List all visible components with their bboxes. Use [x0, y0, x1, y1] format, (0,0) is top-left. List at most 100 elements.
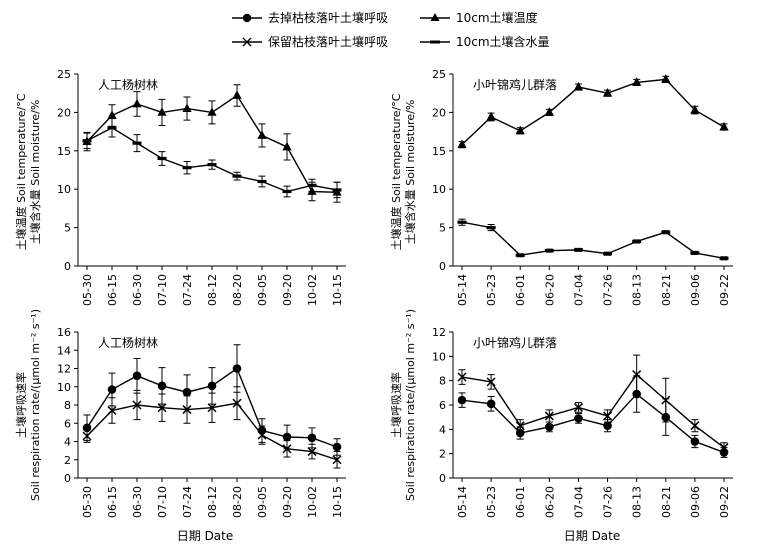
data-point-circle [332, 442, 342, 452]
legend-item-soil-moisture: 10cm土壤含水量 [420, 34, 550, 49]
y-tick-label: 5 [64, 222, 71, 235]
y-axis-label-top-right-1: 土壤温度 Soil temperature/°C [389, 93, 403, 250]
data-point-dash [82, 139, 92, 143]
data-point-dash [544, 249, 554, 253]
x-tick-label: 07-04 [572, 486, 585, 518]
data-point-cross [486, 377, 496, 387]
y-tick-label: 15 [432, 145, 446, 158]
data-point-dash [207, 163, 217, 167]
data-point-dash [282, 189, 292, 194]
legend-item-kept-litter: 保留枯枝落叶土壤呼吸 [232, 34, 388, 49]
data-point-dash [690, 251, 700, 255]
series-circle [457, 375, 729, 458]
data-point-cross [544, 411, 554, 421]
y-axis-label-bottom-right-2: Soil respiration rate/(μmol m⁻² s⁻¹) [404, 309, 417, 501]
chart-panel-caragana-temperature-moisture: 0 5 10 15 20 25 05-14 05-23 06-01 06-20 07-04 07-26… [432, 68, 733, 306]
legend-label: 10cm土壤含水量 [456, 34, 550, 49]
x-tick-label: 09-20 [281, 274, 294, 306]
y-tick-label: 25 [432, 68, 446, 81]
y-tick-label: 0 [64, 260, 71, 273]
data-point-dash [332, 188, 342, 192]
data-point-cross [307, 447, 317, 457]
data-point-triangle [719, 121, 729, 131]
y-tick-label: 8 [439, 375, 446, 388]
data-point-circle [690, 437, 700, 446]
y-axis-label-top-right-2: 土壤含水量 Soil moisture/% [403, 100, 417, 245]
y-tick-label: 10 [432, 350, 446, 363]
y-tick-label: 6 [439, 399, 446, 412]
data-point-triangle [282, 141, 292, 151]
y-tick-label: 20 [432, 106, 446, 119]
x-tick-label: 08-21 [660, 486, 673, 518]
y-tick-label: 10 [432, 183, 446, 196]
x-tick-label: 06-01 [514, 274, 527, 306]
panel-title: 小叶锦鸡儿群落 [473, 335, 557, 350]
x-tick-label: 07-10 [156, 486, 169, 518]
series-line [461, 373, 725, 449]
circle-marker-icon [242, 13, 252, 23]
data-point-cross [457, 372, 467, 382]
x-tick-label: 05-30 [81, 274, 94, 306]
data-point-triangle [602, 88, 613, 97]
legend-item-removed-litter: 去掉枯枝落叶土壤呼吸 [232, 10, 388, 25]
x-tick-label: 05-23 [485, 274, 498, 306]
data-point-dash [573, 248, 583, 252]
data-point-circle [457, 395, 467, 405]
x-tick-label: 10-02 [306, 274, 319, 306]
data-point-dash [632, 239, 642, 244]
data-point-circle [232, 364, 242, 373]
data-point-circle [486, 399, 496, 409]
x-tick-label: 09-05 [256, 274, 269, 306]
x-tick-label: 05-23 [485, 486, 498, 518]
y-tick-label: 2 [64, 454, 71, 467]
x-tick-label: 06-20 [543, 486, 556, 518]
x-tick-label: 10-15 [331, 486, 344, 518]
x-tick-label: 09-06 [689, 486, 702, 518]
data-point-dash [486, 226, 496, 230]
data-point-dash [603, 252, 613, 256]
data-point-triangle [107, 110, 117, 119]
data-point-triangle [182, 103, 192, 112]
x-tick-label: 09-06 [689, 274, 702, 306]
data-point-dash [182, 166, 192, 170]
data-point-cross [719, 443, 729, 453]
series-line [461, 78, 725, 146]
y-tick-label: 14 [57, 344, 71, 357]
y-axis-label-bottom-left-1: 土壤呼吸速率 [14, 372, 28, 438]
y-tick-label: 15 [57, 145, 71, 158]
x-tick-label: 08-20 [231, 274, 244, 306]
y-tick-label: 16 [57, 326, 71, 339]
x-tick-label: 06-15 [106, 486, 119, 518]
data-point-cross [515, 421, 525, 431]
series-triangle [82, 84, 342, 203]
panel-title: 人工杨树林 [98, 77, 158, 92]
data-point-dash [661, 230, 671, 234]
y-tick-label: 2 [439, 448, 446, 461]
y-axis-label-bottom-right-1: 土壤呼吸速率 [389, 372, 403, 438]
legend-label: 10cm土壤温度 [456, 10, 538, 25]
data-point-circle [207, 381, 217, 391]
y-tick-label: 12 [432, 326, 446, 339]
data-point-triangle [632, 77, 642, 86]
cross-marker-icon [242, 37, 252, 47]
x-axis-label-right: 日期 Date [564, 529, 621, 543]
legend-label: 去掉枯枝落叶土壤呼吸 [268, 10, 388, 25]
x-tick-label: 06-30 [131, 486, 144, 518]
y-tick-label: 10 [57, 183, 71, 196]
y-tick-label: 4 [64, 436, 71, 449]
data-point-cross [157, 403, 167, 413]
x-tick-label: 07-10 [156, 274, 169, 306]
y-tick-label: 12 [57, 363, 71, 376]
x-tick-label: 09-05 [256, 486, 269, 518]
x-tick-label: 06-20 [543, 274, 556, 306]
data-point-triangle [544, 107, 554, 116]
triangle-marker-icon [430, 13, 440, 21]
data-point-cross [690, 421, 700, 431]
x-tick-label: 09-22 [718, 274, 731, 306]
y-tick-label: 20 [57, 106, 71, 119]
series-dash [457, 218, 729, 261]
data-point-dash [457, 220, 467, 224]
dash-marker-icon [430, 40, 440, 44]
x-tick-label: 08-13 [631, 274, 644, 306]
data-point-cross [573, 402, 583, 412]
